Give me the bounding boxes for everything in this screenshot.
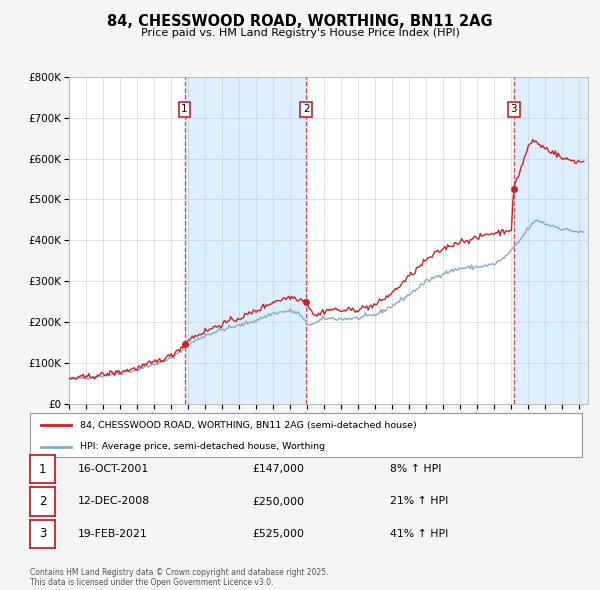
Text: 3: 3: [511, 104, 517, 114]
Text: 21% ↑ HPI: 21% ↑ HPI: [390, 497, 448, 506]
Text: 1: 1: [181, 104, 188, 114]
Text: HPI: Average price, semi-detached house, Worthing: HPI: Average price, semi-detached house,…: [80, 442, 325, 451]
Text: 1: 1: [39, 463, 46, 476]
Text: £147,000: £147,000: [252, 464, 304, 474]
Text: 3: 3: [39, 527, 46, 540]
Text: £525,000: £525,000: [252, 529, 304, 539]
Text: Price paid vs. HM Land Registry's House Price Index (HPI): Price paid vs. HM Land Registry's House …: [140, 28, 460, 38]
Bar: [514, 77, 588, 404]
Text: Contains HM Land Registry data © Crown copyright and database right 2025.
This d: Contains HM Land Registry data © Crown c…: [30, 568, 329, 587]
Text: 16-OCT-2001: 16-OCT-2001: [78, 464, 149, 474]
Bar: [185, 77, 307, 404]
Text: 8% ↑ HPI: 8% ↑ HPI: [390, 464, 442, 474]
Text: 2: 2: [39, 495, 46, 508]
Text: 19-FEB-2021: 19-FEB-2021: [78, 529, 148, 539]
Text: 41% ↑ HPI: 41% ↑ HPI: [390, 529, 448, 539]
Text: £250,000: £250,000: [252, 497, 304, 506]
Text: 84, CHESSWOOD ROAD, WORTHING, BN11 2AG: 84, CHESSWOOD ROAD, WORTHING, BN11 2AG: [107, 14, 493, 28]
Text: 12-DEC-2008: 12-DEC-2008: [78, 497, 150, 506]
Text: 2: 2: [303, 104, 310, 114]
Text: 84, CHESSWOOD ROAD, WORTHING, BN11 2AG (semi-detached house): 84, CHESSWOOD ROAD, WORTHING, BN11 2AG (…: [80, 421, 416, 430]
